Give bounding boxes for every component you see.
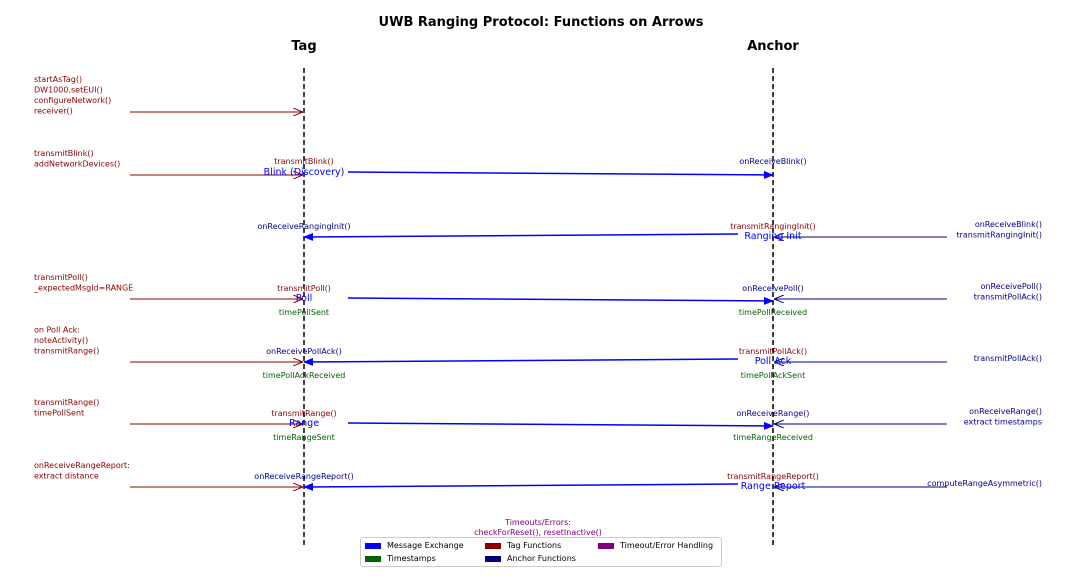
- anchor-timestamp: timePollAckSent: [741, 371, 806, 380]
- anchor-note: transmitPollAck(): [974, 354, 1042, 363]
- anchor-note: onReceivePoll() transmitPollAck(): [974, 282, 1042, 302]
- legend-item-tag: Tag Functions: [485, 541, 561, 550]
- tag-note: onReceiveRangeReport: extract distance: [34, 461, 130, 481]
- tag-note: transmitBlink() addNetworkDevices(): [34, 149, 120, 169]
- anchor-note: onReceiveRange() extract timestamps: [964, 407, 1042, 427]
- timeout-note: Timeouts/Errors: checkForReset(), resetIn…: [474, 518, 602, 537]
- anchor-timestamp: timeRangeReceived: [733, 433, 813, 442]
- anchor-function: onReceivePoll(): [742, 284, 803, 293]
- message-label: Ranging Init: [744, 231, 801, 242]
- message-label: Range Report: [741, 481, 806, 492]
- diagram-title: UWB Ranging Protocol: Functions on Arrow…: [379, 15, 704, 30]
- anchor-note: onReceiveBlink() transmitRangingInit(): [956, 220, 1042, 240]
- tag-note: transmitPoll() _expectedMsgId=RANGE: [33, 273, 133, 293]
- legend-item-timestamps: Timestamps: [365, 554, 436, 563]
- message-arrow: [347, 296, 774, 305]
- tag-note: startAsTag() DW1000.setEUI() configureNetw…: [34, 75, 111, 116]
- message-label: Blink (Discovery): [264, 167, 345, 178]
- tag-function: transmitBlink(): [274, 157, 334, 166]
- message-arrow: [303, 232, 739, 241]
- legend-item-message: Message Exchange: [365, 541, 464, 550]
- anchor-function: onReceiveBlink(): [739, 157, 806, 166]
- tag-note: on Poll Ack: noteActivity() transmitRange(…: [34, 326, 99, 356]
- tag-timestamp: timePollSent: [279, 308, 329, 317]
- legend-item-timeout: Timeout/Error Handling: [598, 541, 713, 550]
- message-arrow: [347, 421, 774, 430]
- anchor-function: transmitPollAck(): [739, 347, 807, 356]
- anchor-timestamp: timePollReceived: [739, 308, 807, 317]
- tag-function: onReceiveRangeReport(): [254, 472, 353, 481]
- tag-timestamp: timeRangeSent: [273, 433, 335, 442]
- tag-timestamp: timePollAckReceived: [263, 371, 346, 380]
- anchor-function: transmitRangingInit(): [730, 222, 816, 231]
- message-arrow: [303, 357, 739, 366]
- anchor-lane-label: Anchor: [747, 39, 799, 54]
- tag-lane-label: Tag: [291, 39, 316, 54]
- tag-function: transmitPoll(): [277, 284, 331, 293]
- legend: Message Exchange Tag Functions Timeout/E…: [360, 537, 722, 567]
- tag-function: onReceiveRangingInit(): [257, 222, 350, 231]
- anchor-note: computeRangeAsymmetric(): [927, 479, 1042, 488]
- message-arrow: [303, 482, 739, 491]
- tag-function: transmitRange(): [271, 409, 336, 418]
- anchor-function: onReceiveRange(): [737, 409, 810, 418]
- anchor-function: transmitRangeReport(): [727, 472, 819, 481]
- tag-note: transmitRange() timePollSent: [34, 398, 99, 418]
- message-arrow: [347, 170, 774, 179]
- legend-item-anchor: Anchor Functions: [485, 554, 576, 563]
- message-label: Poll: [296, 293, 312, 304]
- message-label: Poll Ack: [755, 356, 792, 367]
- message-label: Range: [289, 418, 319, 429]
- tag-function: onReceivePollAck(): [266, 347, 342, 356]
